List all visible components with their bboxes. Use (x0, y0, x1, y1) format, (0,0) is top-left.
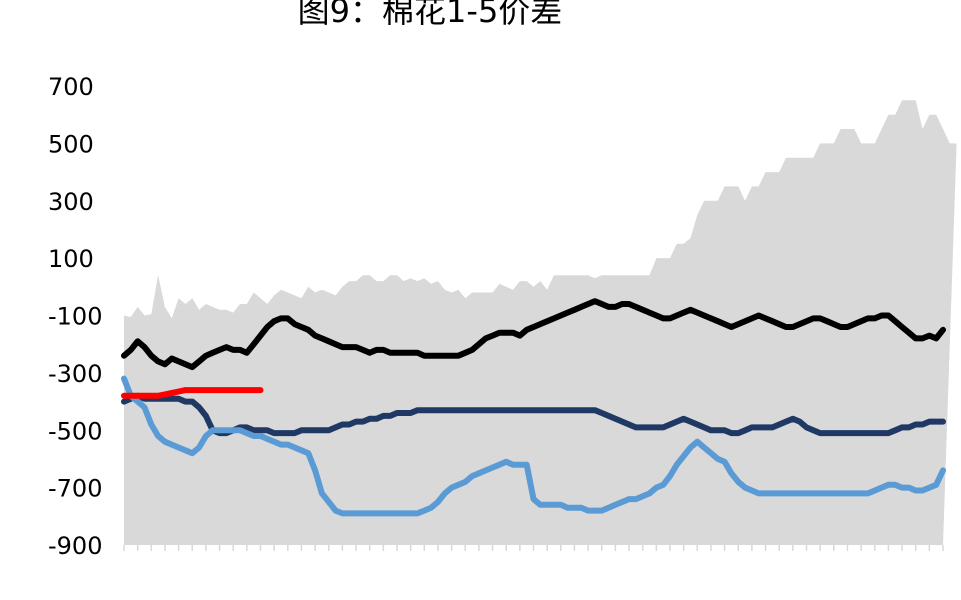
series-line-0 (121, 298, 946, 371)
y-axis-labels: 700 500 300 100 -100 -300 -500 -700 -900 (48, 73, 102, 560)
y-tick-label: -100 (48, 303, 102, 331)
y-tick-label: 100 (48, 245, 94, 273)
series-line-2 (121, 375, 946, 517)
series-layer (121, 298, 946, 517)
y-tick-label: -900 (48, 532, 102, 560)
y-tick-label: 700 (48, 73, 94, 101)
y-tick-label: 500 (48, 130, 94, 158)
series-line-3 (121, 387, 264, 399)
y-tick-label: -700 (48, 475, 102, 503)
y-tick-label: -300 (48, 360, 102, 388)
y-tick-label: 300 (48, 188, 94, 216)
y-tick-label: -500 (48, 417, 102, 445)
chart-title: 图9：棉花1-5价差 (297, 0, 563, 30)
x-axis-ticks (123, 545, 944, 551)
series-line-1 (121, 392, 946, 437)
